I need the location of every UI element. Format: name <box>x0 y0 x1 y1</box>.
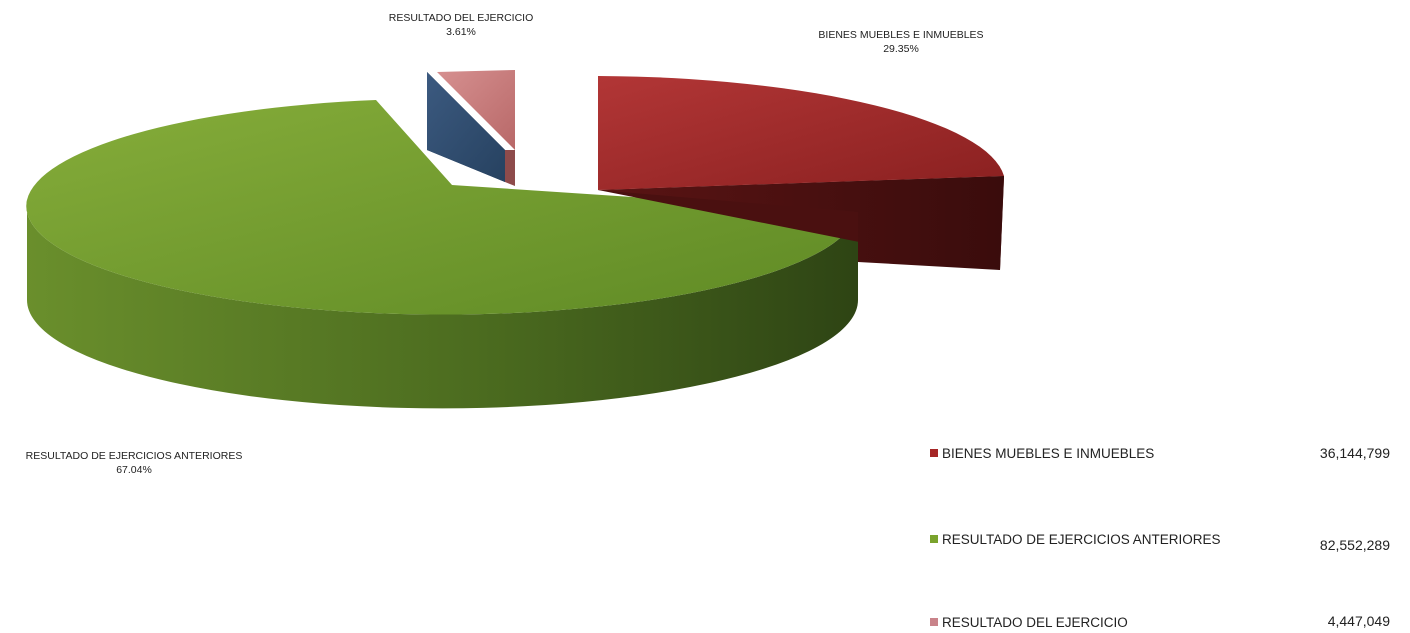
data-label-resultado-ejercicios-anteriores: RESULTADO DE EJERCICIOS ANTERIORES 67.04… <box>26 450 243 476</box>
legend-label: RESULTADO DEL EJERCICIO <box>942 615 1128 630</box>
legend-item-bienes-muebles: BIENES MUEBLES E INMUEBLES <box>930 446 1154 461</box>
pie-slice-bienes-muebles <box>598 76 1004 270</box>
data-label-name: RESULTADO DE EJERCICIOS ANTERIORES <box>26 450 243 462</box>
data-label-percent: 3.61% <box>446 26 476 38</box>
legend-item-resultado-ejercicios-anteriores: RESULTADO DE EJERCICIOS ANTERIORES <box>930 532 1221 547</box>
pie-slice-resultado-del-ejercicio <box>437 70 515 186</box>
data-label-resultado-del-ejercicio: RESULTADO DEL EJERCICIO 3.61% <box>389 12 534 38</box>
legend-label: BIENES MUEBLES E INMUEBLES <box>942 446 1155 461</box>
legend-swatch <box>930 535 938 543</box>
data-label-bienes-muebles: BIENES MUEBLES E INMUEBLES 29.35% <box>818 29 983 55</box>
data-label-name: BIENES MUEBLES E INMUEBLES <box>818 29 983 41</box>
data-label-percent: 67.04% <box>116 464 152 476</box>
data-label-name: RESULTADO DEL EJERCICIO <box>389 12 534 24</box>
pie-slice-extra-navy <box>427 72 515 182</box>
pie-slice-resultado-ejercicios-anteriores <box>26 100 859 409</box>
legend-swatch <box>930 449 938 457</box>
legend-item-resultado-del-ejercicio: RESULTADO DEL EJERCICIO <box>930 615 1128 630</box>
legend-value-bienes-muebles: 36,144,799 <box>1319 445 1390 461</box>
data-label-percent: 29.35% <box>883 43 919 55</box>
legend-value-resultado-del-ejercicio: 4,447,049 <box>1327 613 1390 629</box>
legend-value-resultado-ejercicios-anteriores: 82,552,289 <box>1319 537 1390 553</box>
legend-swatch <box>930 618 938 626</box>
legend-label: RESULTADO DE EJERCICIOS ANTERIORES <box>942 532 1221 547</box>
